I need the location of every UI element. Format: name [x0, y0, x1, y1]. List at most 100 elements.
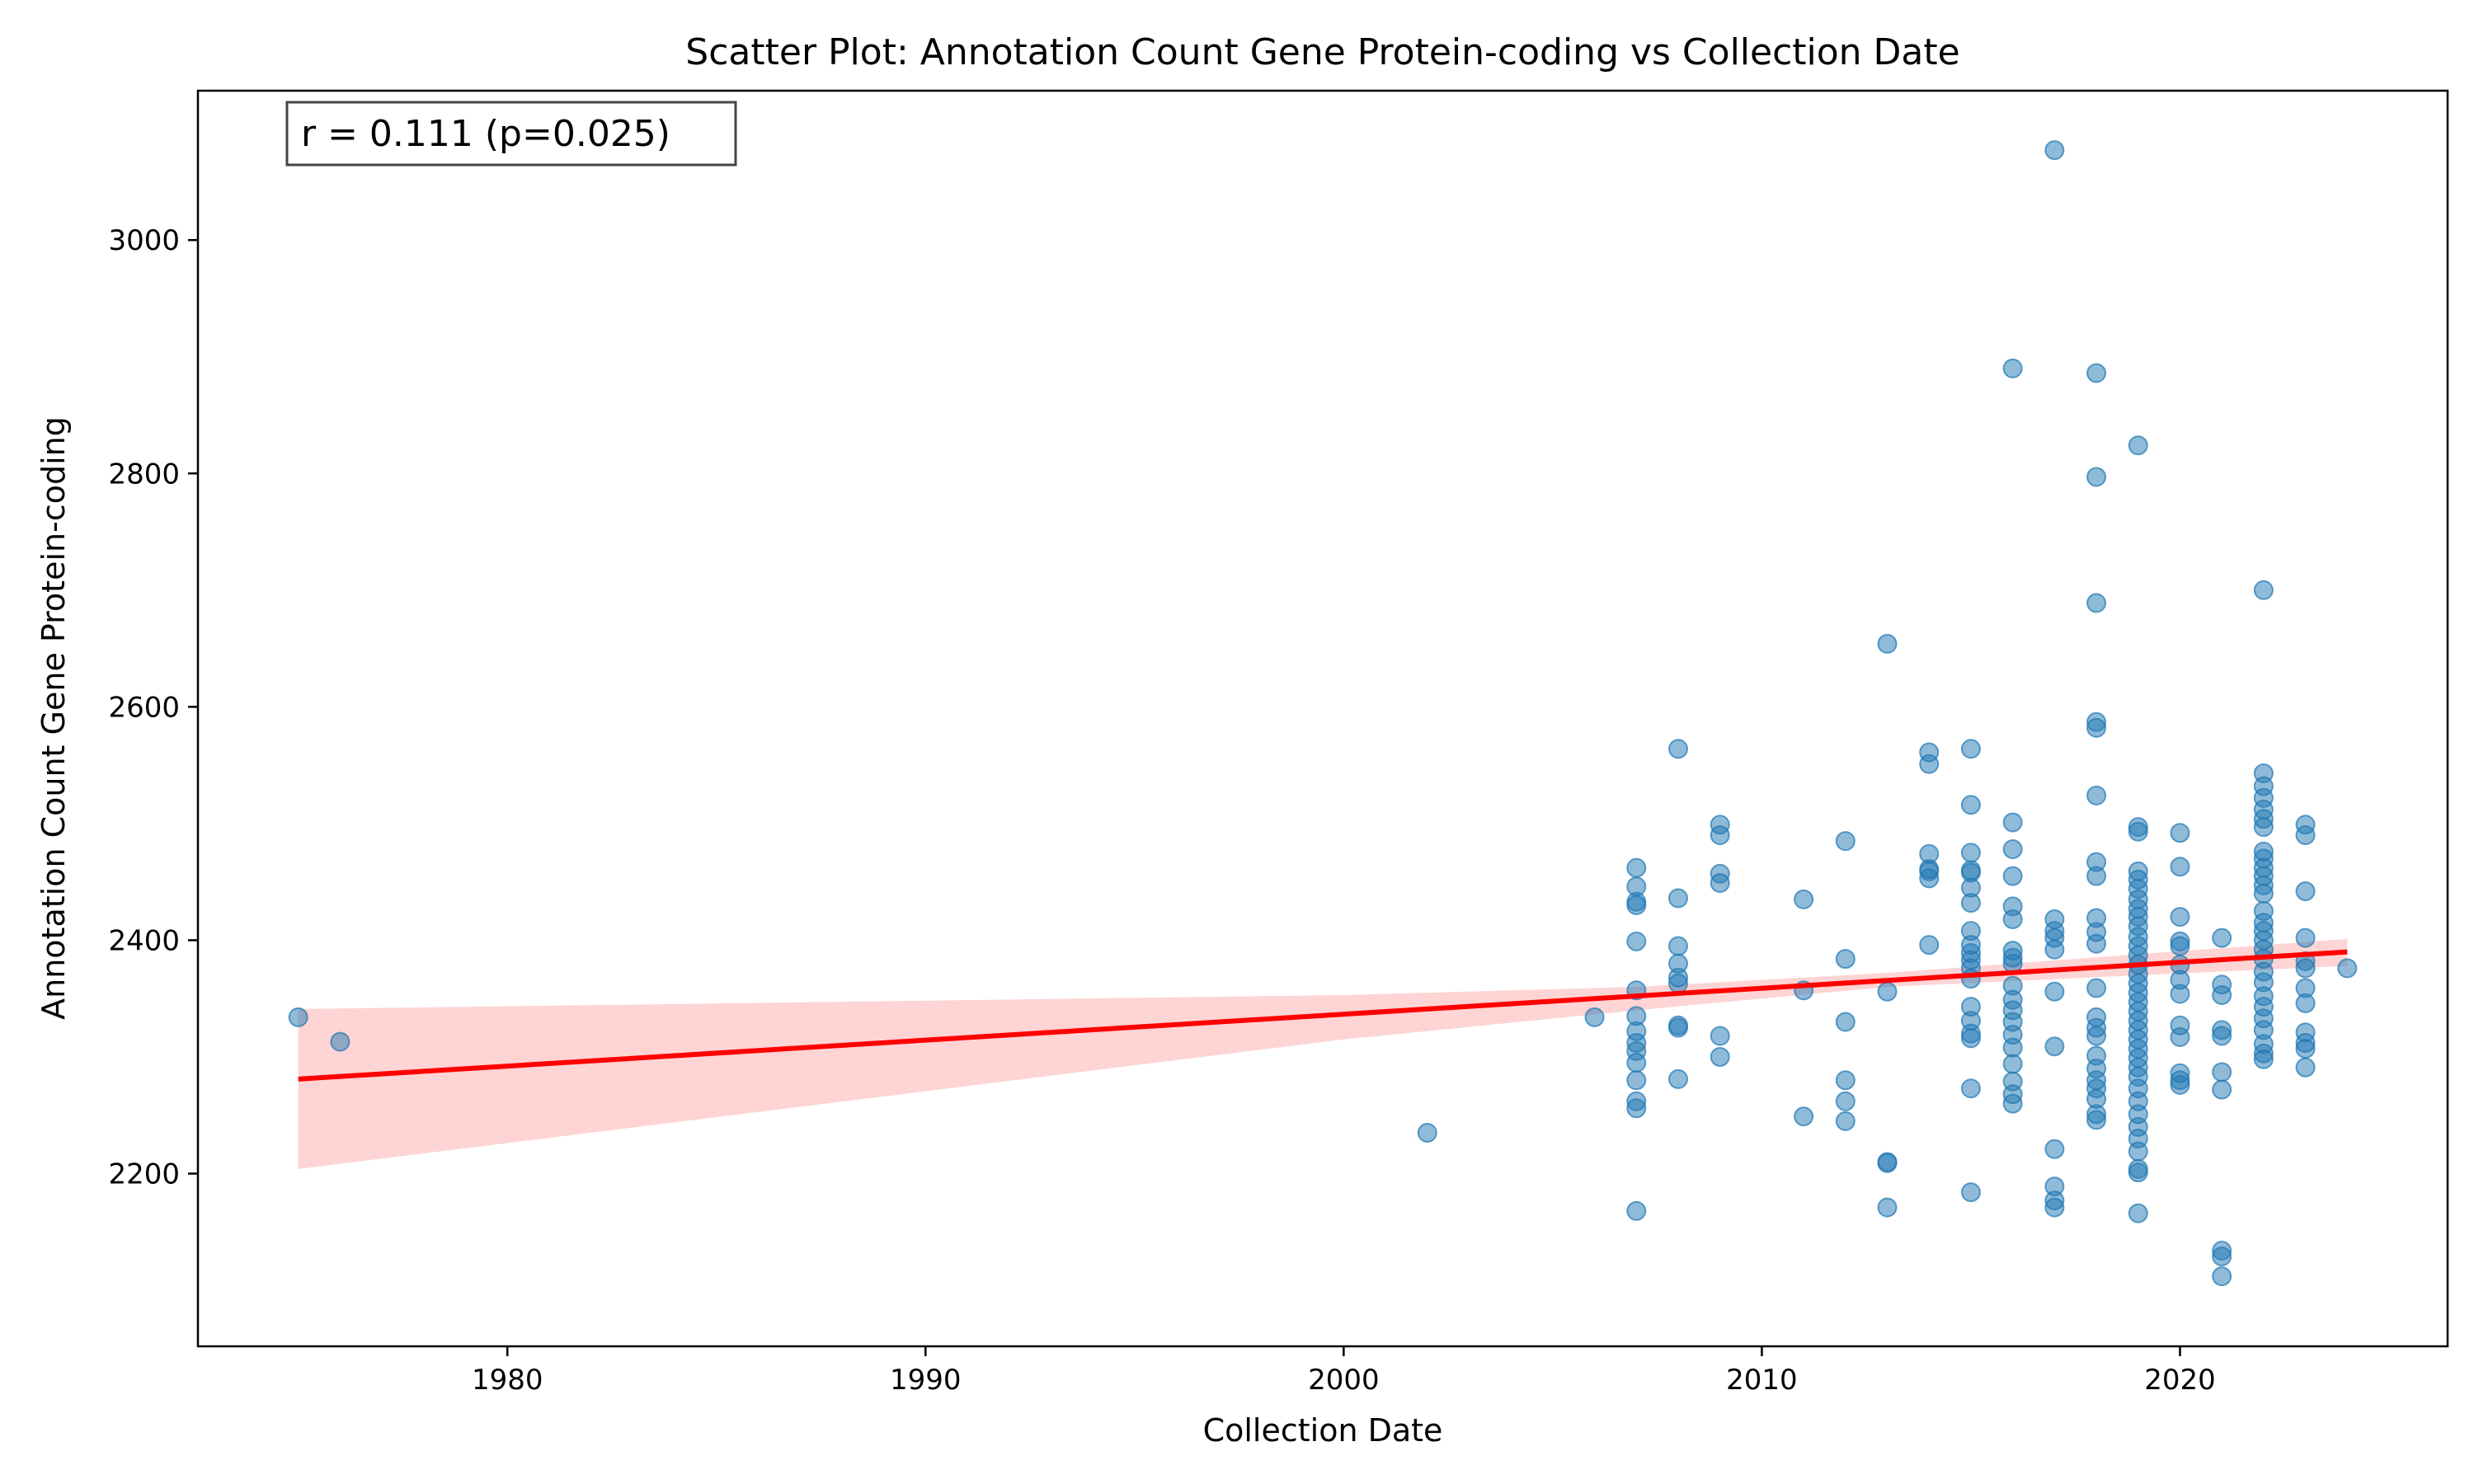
data-point: [2253, 883, 2274, 904]
data-point: [1960, 1182, 1981, 1203]
data-point: [1626, 931, 1647, 951]
data-point: [1835, 1070, 1856, 1091]
data-point: [1919, 935, 1940, 956]
data-point: [2044, 1036, 2065, 1057]
data-point: [2170, 1074, 2190, 1095]
data-point: [2212, 928, 2232, 948]
data-point: [2044, 939, 2065, 960]
data-point: [2002, 358, 2023, 378]
data-point: [2086, 1110, 2107, 1130]
data-point: [2086, 717, 2107, 738]
y-tick-label: 2800: [108, 458, 180, 491]
data-point: [2002, 1093, 2023, 1114]
data-point: [1584, 1007, 1605, 1027]
data-point: [2086, 933, 2107, 954]
data-point: [2086, 785, 2107, 805]
data-point: [2128, 1141, 2148, 1162]
x-tick-label: 1990: [890, 1364, 962, 1397]
x-axis: 1980 1990 2000 2010 2020: [472, 1346, 2216, 1397]
data-point: [1668, 1068, 1689, 1089]
y-tick-label: 2200: [108, 1158, 180, 1191]
data-point: [1835, 1012, 1856, 1032]
y-tick-label: 2600: [108, 691, 180, 724]
data-point: [1626, 857, 1647, 878]
data-point: [1668, 888, 1689, 909]
data-point: [2212, 1062, 2232, 1082]
x-tick-label: 2000: [1308, 1364, 1380, 1397]
data-point: [2086, 467, 2107, 487]
data-point: [2086, 978, 2107, 998]
data-point: [1835, 831, 1856, 852]
y-tick-label: 3000: [108, 224, 180, 257]
data-point: [1626, 1053, 1647, 1073]
data-point: [2170, 907, 2190, 928]
data-point: [2170, 857, 2190, 877]
x-tick-label: 1980: [472, 1364, 543, 1397]
annotation-text: r = 0.111 (p=0.025): [301, 113, 670, 155]
data-point: [1960, 893, 1981, 913]
data-point: [2044, 1197, 2065, 1218]
data-point: [2212, 1026, 2232, 1046]
data-point: [2337, 958, 2358, 979]
x-axis-label: Collection Date: [1203, 1412, 1443, 1449]
data-point: [1668, 973, 1689, 993]
annotation-box: [285, 101, 737, 167]
plot-area: [288, 140, 2358, 1287]
data-point: [1877, 981, 1898, 1002]
data-point: [1960, 843, 1981, 863]
data-point: [1710, 873, 1730, 894]
data-point: [2295, 1039, 2316, 1059]
data-point: [1960, 795, 1981, 815]
data-point: [1835, 1111, 1856, 1131]
data-point: [1668, 1017, 1689, 1038]
data-point: [2002, 866, 2023, 886]
data-point: [2002, 1054, 2023, 1074]
data-point: [2295, 1057, 2316, 1078]
data-point: [2002, 812, 2023, 833]
data-point: [2044, 981, 2065, 1002]
data-point: [2086, 1026, 2107, 1046]
data-point: [2086, 593, 2107, 613]
data-point: [2170, 936, 2190, 956]
data-point: [2253, 580, 2274, 600]
y-axis-label: Annotation Count Gene Protein-coding: [35, 416, 72, 1020]
regression-line: [298, 949, 2348, 1082]
y-tick-label: 2400: [108, 924, 180, 957]
data-point: [1877, 1197, 1898, 1218]
data-point: [1960, 1028, 1981, 1049]
data-point: [1877, 1153, 1898, 1173]
data-point: [1668, 739, 1689, 759]
data-point: [2170, 1026, 2190, 1047]
data-point: [330, 1031, 350, 1052]
data-point: [2295, 825, 2316, 846]
data-point: [2170, 984, 2190, 1004]
data-point: [1960, 1078, 1981, 1099]
data-point: [2086, 866, 2107, 886]
data-point: [2170, 823, 2190, 843]
data-point: [1794, 1106, 1814, 1127]
data-point: [2212, 1266, 2232, 1287]
data-point: [2002, 1037, 2023, 1058]
data-point: [1835, 1091, 1856, 1111]
data-point: [1710, 1046, 1730, 1067]
data-point: [2212, 984, 2232, 1005]
data-point: [1835, 949, 1856, 970]
data-point: [1417, 1122, 1437, 1143]
data-point: [1877, 633, 1898, 654]
data-point: [2295, 881, 2316, 901]
data-point: [1668, 936, 1689, 956]
data-point: [2253, 817, 2274, 838]
data-point: [1626, 895, 1647, 915]
data-point: [2044, 1139, 2065, 1159]
data-point: [2295, 993, 2316, 1013]
data-point: [1919, 754, 1940, 774]
data-point: [2128, 1162, 2148, 1183]
data-point: [2128, 821, 2148, 842]
correlation-annotation: r = 0.111 (p=0.025): [285, 101, 737, 167]
data-point: [1626, 1200, 1647, 1221]
y-axis: 2200 2400 2600 2800 3000: [108, 224, 198, 1191]
data-point: [2212, 1079, 2232, 1100]
data-point: [2253, 1049, 2274, 1069]
x-tick-label: 2010: [1726, 1364, 1798, 1397]
